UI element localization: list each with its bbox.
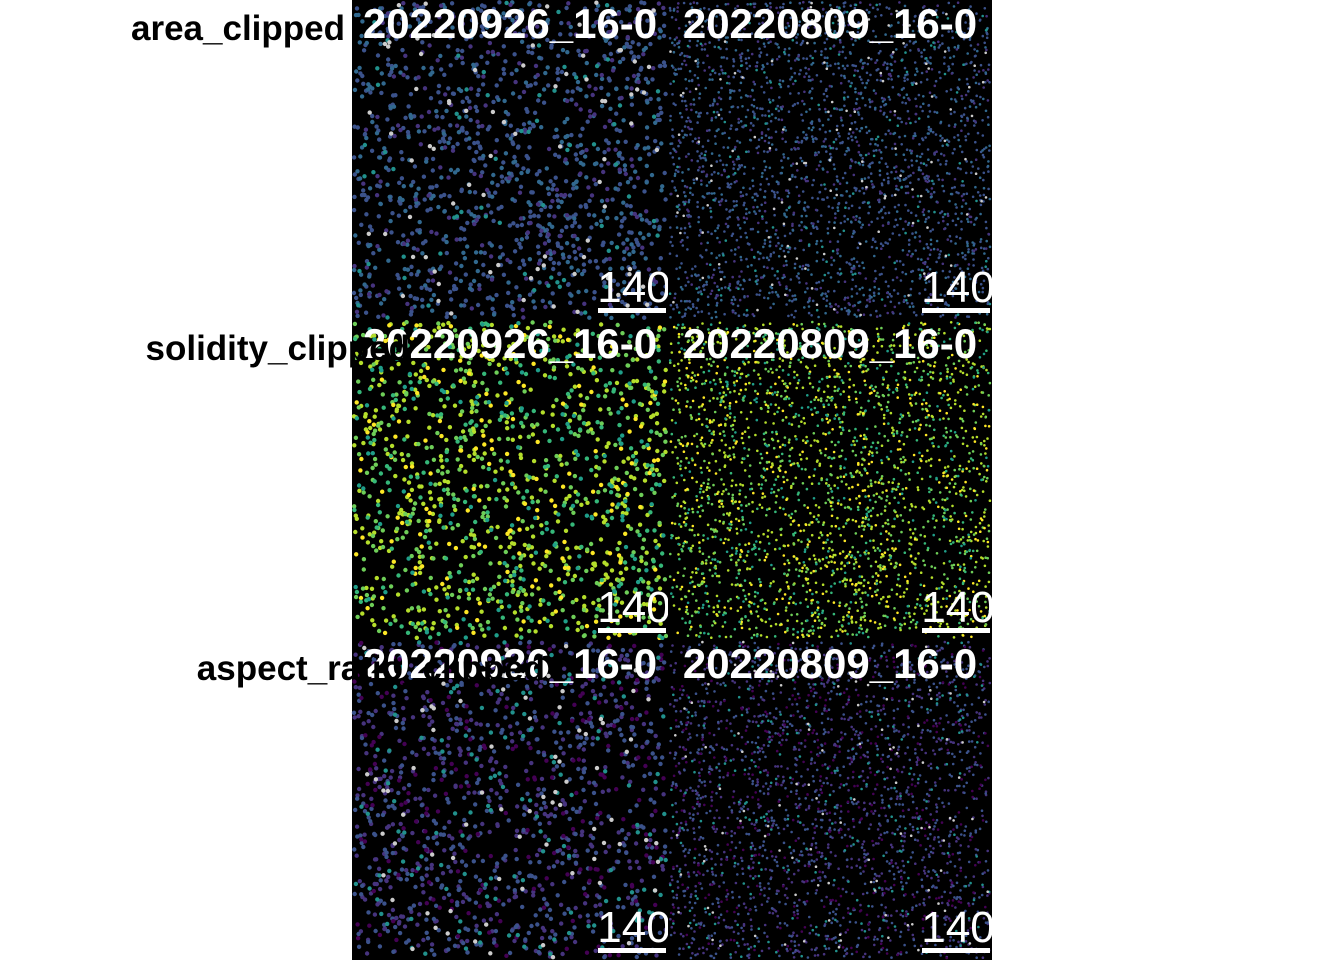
scale-bar-label: 140 [597,583,670,632]
panel-background [352,0,668,320]
panel-background [352,640,668,960]
cells [669,640,992,960]
panel-title: 20220926_16-0 [363,640,657,687]
row-label: aspect_ratio_clipped [197,649,545,688]
scale-bar [598,948,666,953]
panel-background [668,640,992,960]
cells [366,0,660,316]
cells [668,321,991,638]
row-label: solidity_clipped [146,329,411,368]
panel-title: 20220809_16-0 [683,0,977,47]
cells [352,640,666,958]
panel-title: 20220926_16-0 [363,0,657,47]
panel-title: 20220926_16-0 [363,320,657,367]
scale-bar-label: 140 [597,263,670,312]
scale-bar-label: 140 [921,903,994,952]
scale-bar-label: 140 [921,263,994,312]
scale-bar [922,628,990,633]
scale-bar-label: 140 [597,903,670,952]
scale-bar [598,628,666,633]
panel-title: 20220809_16-0 [683,640,977,687]
row-label: area_clipped [131,9,345,48]
panel-title: 20220809_16-0 [683,320,977,367]
scale-bar-label: 140 [921,583,994,632]
cells [352,320,669,639]
cells [353,640,668,957]
scale-bar [598,308,666,313]
scale-bar [922,308,990,313]
scale-bar [922,948,990,953]
